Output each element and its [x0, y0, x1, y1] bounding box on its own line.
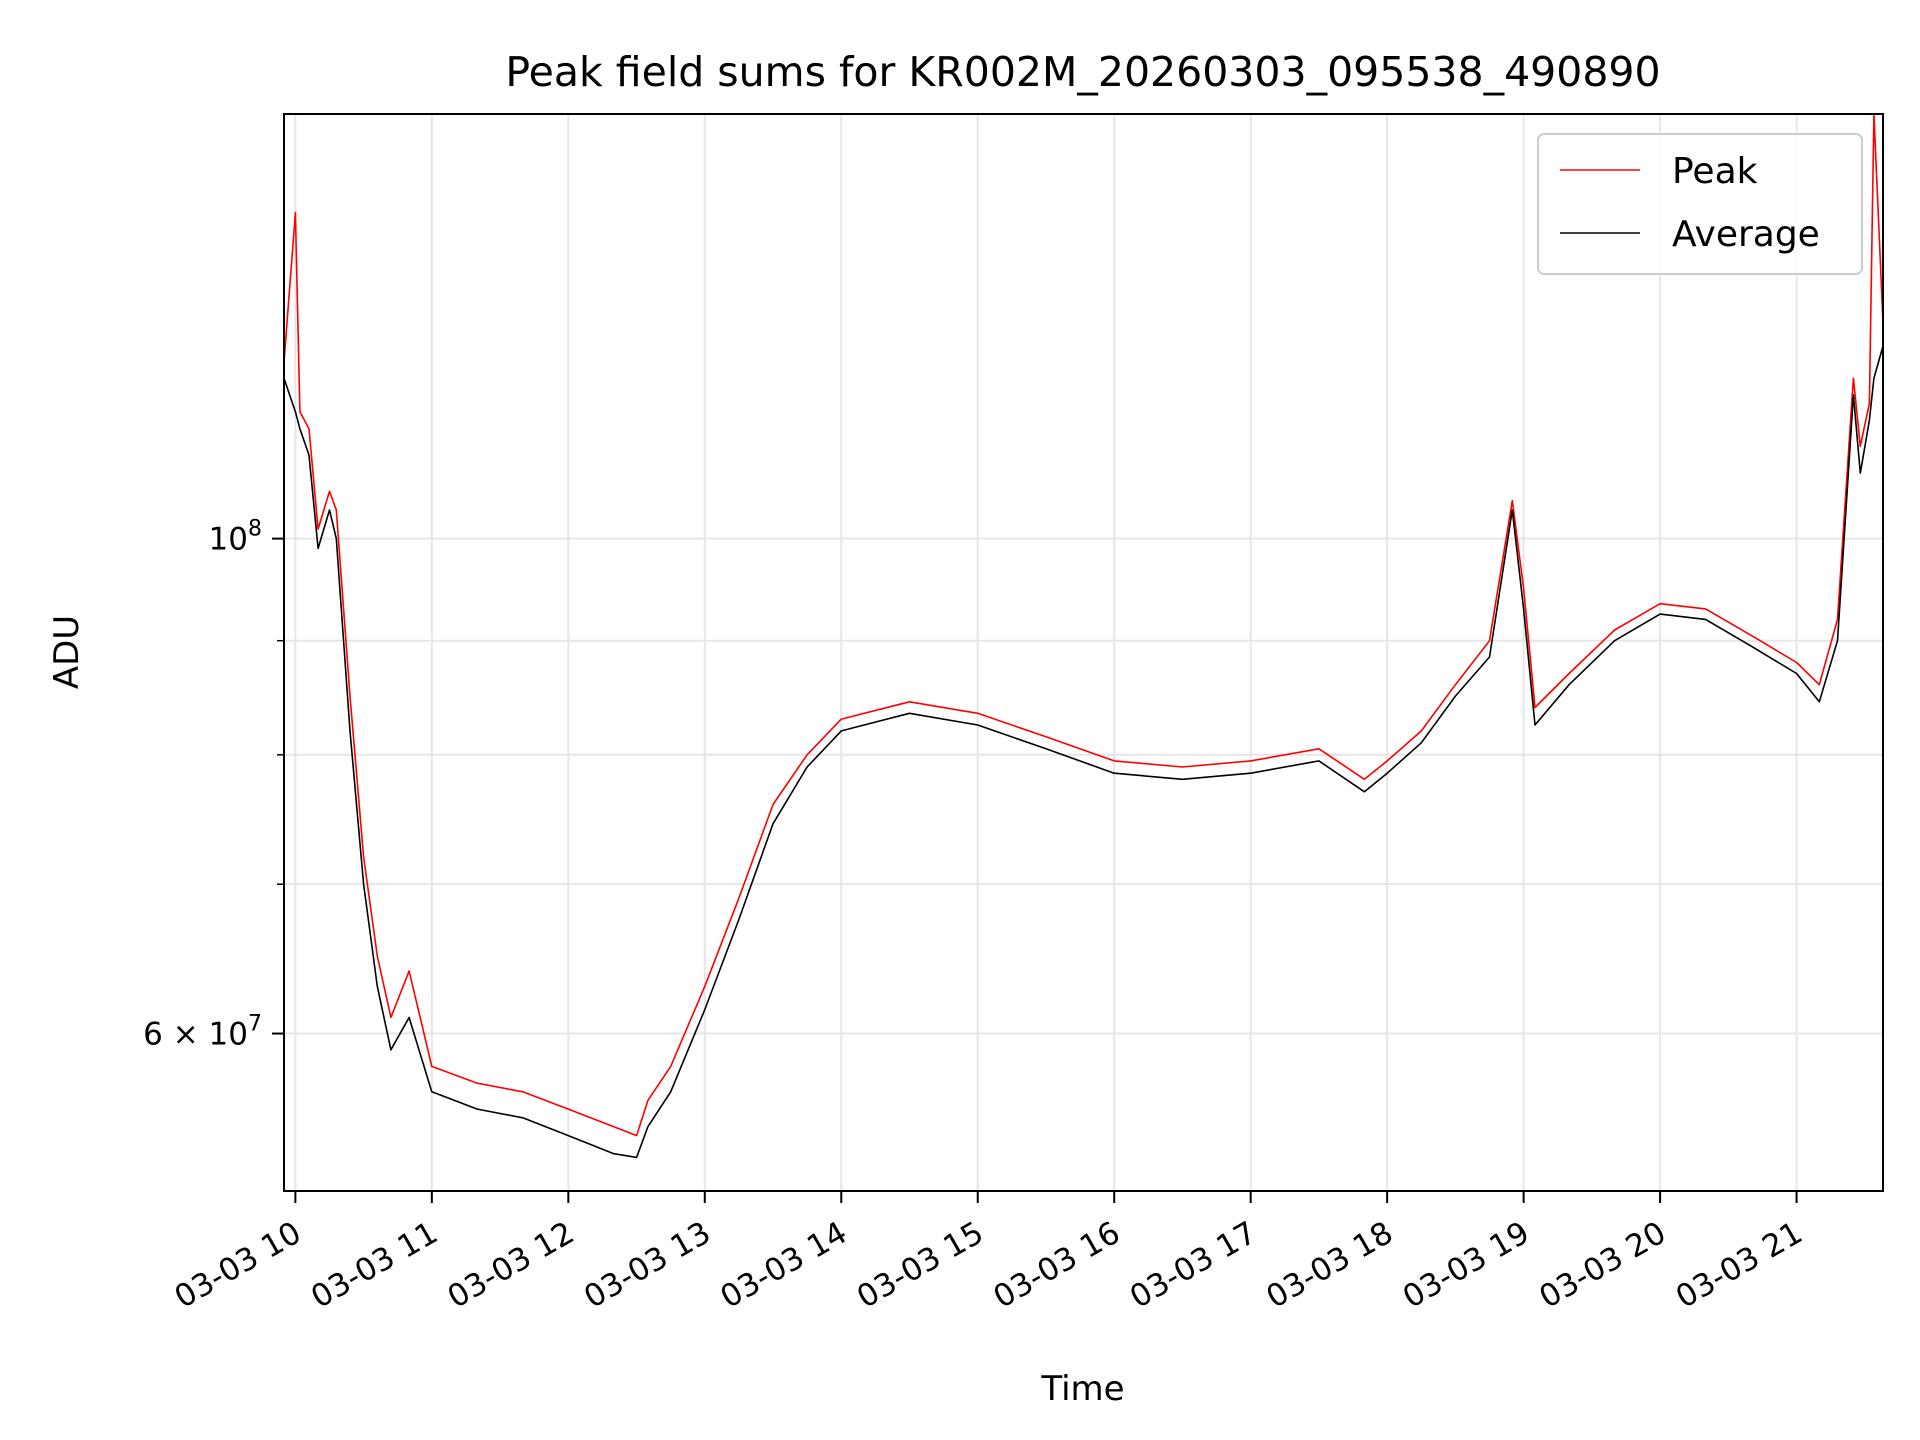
- plot-frame: [283, 113, 1884, 1192]
- y-tick-label-0: 6 × 107: [143, 1012, 262, 1053]
- x-axis-label: Time: [1040, 1369, 1124, 1409]
- chart-title: Peak field sums for KR002M_20260303_0955…: [505, 48, 1660, 96]
- series-line-average: [283, 345, 1884, 1159]
- grid-lines: [284, 114, 1883, 1191]
- legend-label-average: Average: [1672, 214, 1820, 255]
- y-axis-label: ADU: [47, 615, 87, 689]
- legend-box: [1537, 133, 1863, 275]
- legend-label-peak: Peak: [1672, 151, 1758, 192]
- legend: Peak Average: [1537, 133, 1863, 275]
- y-tick-label-1: 108: [209, 517, 262, 558]
- series-line-peak: [283, 113, 1884, 1137]
- series-lines: [283, 113, 1884, 1159]
